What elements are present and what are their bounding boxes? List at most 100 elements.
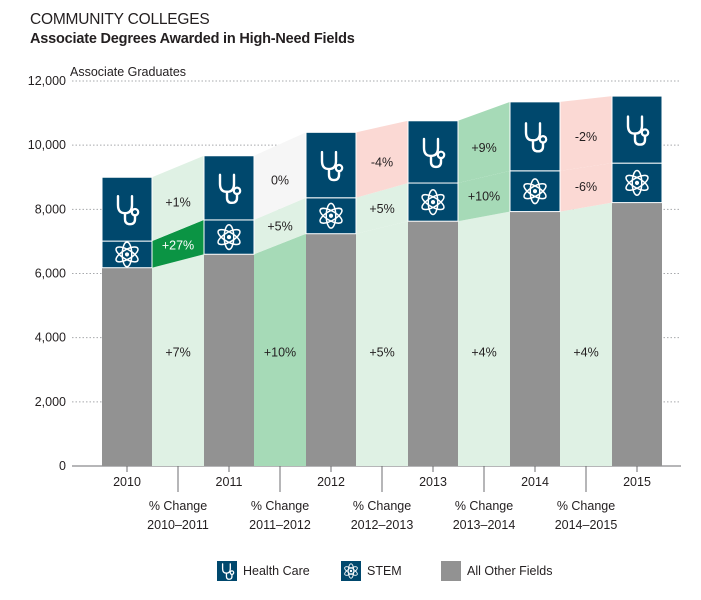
change-label-health: -2% <box>575 130 597 144</box>
bar-health-2012 <box>305 131 357 199</box>
change-band-other <box>560 202 612 467</box>
y-tick-label: 12,000 <box>28 74 66 88</box>
chart-subtitle: Associate Degrees Awarded in High-Need F… <box>30 31 355 47</box>
atom-orbit <box>625 174 649 192</box>
atom-nucleus <box>349 569 353 573</box>
stethoscope-chestpiece <box>334 163 344 173</box>
atom-orbit <box>344 566 358 576</box>
legend-item: All Other Fields <box>441 561 552 581</box>
atom-orbit <box>523 183 547 200</box>
change-period-range: 2012–2013 <box>351 518 414 532</box>
bar-health-2010 <box>101 176 153 242</box>
stethoscope-chestpiece <box>130 207 140 217</box>
atom-orbit <box>217 228 241 246</box>
atom-icon <box>319 202 343 229</box>
chart-header: COMMUNITY COLLEGES Associate Degrees Awa… <box>30 11 355 47</box>
bar-other-2014 <box>510 211 560 466</box>
stethoscope-icon <box>626 115 650 146</box>
change-band-other <box>254 233 306 466</box>
legend-item: Health Care <box>217 561 310 581</box>
chart-labels: 0 2,000 4,000 6,000 8,000 10,000 12,000 Associa… <box>28 65 651 532</box>
y-axis-label: Associate Graduates <box>70 65 186 79</box>
change-band-stem <box>152 219 204 268</box>
stethoscope-icon <box>221 563 235 580</box>
change-label-stem: +27% <box>162 239 194 253</box>
stethoscope-hose <box>123 211 137 226</box>
stethoscope-hose <box>429 154 443 169</box>
stethoscope-hose <box>225 572 233 580</box>
x-tick-label: 2013 <box>419 475 447 489</box>
legend-swatch-other <box>441 561 461 581</box>
change-band-health <box>458 101 510 184</box>
stethoscope-hose <box>327 167 341 182</box>
change-period-range: 2013–2014 <box>453 518 516 532</box>
y-tick-label: 2,000 <box>35 395 66 409</box>
bar-other-2012 <box>306 233 356 466</box>
atom-nucleus <box>430 200 436 205</box>
x-tick-label: 2015 <box>623 475 651 489</box>
stethoscope-hose <box>531 139 545 153</box>
legend: Health Care STEM All Other Fields <box>217 561 552 581</box>
bar-other-2013 <box>408 221 458 466</box>
change-period-range: 2014–2015 <box>555 518 618 532</box>
bar-other-2015 <box>612 202 662 467</box>
change-period-label: % Change <box>251 499 309 513</box>
change-period-label: % Change <box>455 499 513 513</box>
stethoscope-hose <box>225 190 239 205</box>
change-period-label: % Change <box>353 499 411 513</box>
bar-other-2011 <box>204 254 254 466</box>
atom-icon <box>421 189 445 216</box>
change-label-health: -4% <box>371 155 393 169</box>
y-tick-label: 6,000 <box>35 267 66 281</box>
atom-orbit <box>421 193 445 211</box>
stethoscope-chestpiece <box>538 135 548 144</box>
change-label-stem: +10% <box>468 190 500 204</box>
x-tick-label: 2012 <box>317 475 345 489</box>
atom-orbit <box>115 246 139 263</box>
change-label-stem: +5% <box>369 202 394 216</box>
change-band-health <box>356 120 408 198</box>
stethoscope-hose <box>633 132 647 146</box>
change-band-other <box>356 221 408 466</box>
stethoscope-chestpiece <box>232 186 242 196</box>
change-band-other <box>458 211 510 466</box>
atom-orbit <box>325 202 337 229</box>
change-band-health <box>152 155 204 242</box>
change-label-other: +4% <box>471 346 496 360</box>
stethoscope-chestpiece <box>229 570 235 576</box>
change-band-stem <box>458 170 510 222</box>
change-band-other <box>152 254 204 466</box>
bar-health-2015 <box>611 95 663 164</box>
change-label-stem: +5% <box>267 219 292 233</box>
change-band-stem <box>356 183 408 234</box>
atom-orbit <box>344 566 358 576</box>
change-label-other: +7% <box>165 346 190 360</box>
atom-nucleus <box>124 252 130 257</box>
stethoscope-chestpiece <box>436 150 446 160</box>
stethoscope-icon <box>116 194 140 226</box>
y-tick-label: 10,000 <box>28 138 66 152</box>
legend-label: All Other Fields <box>467 564 552 578</box>
stethoscope-icon <box>320 150 344 182</box>
x-tick-label: 2011 <box>216 475 243 489</box>
atom-orbit <box>421 193 445 211</box>
change-bands <box>152 96 612 467</box>
legend-label: Health Care <box>243 564 310 578</box>
bar-health-2011 <box>203 155 255 221</box>
atom-orbit <box>625 174 649 192</box>
atom-nucleus <box>532 189 538 194</box>
atom-orbit <box>523 183 547 200</box>
atom-icon <box>625 169 649 196</box>
change-band-health <box>254 132 306 220</box>
change-period-label: % Change <box>149 499 207 513</box>
bars <box>101 95 663 467</box>
stethoscope-icon <box>422 137 446 169</box>
x-tick-label: 2010 <box>113 475 141 489</box>
change-label-health: +9% <box>471 141 496 155</box>
atom-orbit <box>319 207 343 224</box>
x-tick-label: 2014 <box>521 475 549 489</box>
atom-orbit <box>319 207 343 224</box>
change-label-health: +1% <box>165 196 190 210</box>
bar-health-2013 <box>407 120 459 184</box>
